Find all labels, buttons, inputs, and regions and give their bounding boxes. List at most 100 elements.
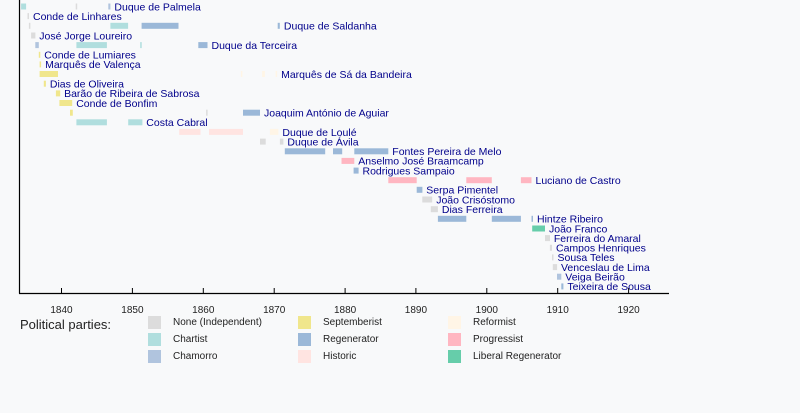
term-bar [277, 22, 280, 29]
term-bar [388, 177, 417, 184]
term-bar [21, 3, 27, 10]
term-bar [39, 71, 58, 77]
prime-minister-label: Dias Ferreira [442, 204, 503, 216]
legend-title: Political parties: [20, 317, 112, 332]
term-bar [206, 109, 208, 116]
prime-minister-label: Conde de Bonfim [76, 98, 157, 110]
prime-minister-label: Duque de Saldanha [284, 21, 377, 33]
legend-item: None (Independent) [148, 315, 262, 329]
prime-minister-label: Veiga Beirão [565, 272, 625, 284]
prime-minister-label: Luciano de Castro [536, 175, 621, 187]
legend-item: Septemberist [298, 315, 382, 329]
term-bar [275, 71, 278, 77]
term-bar [466, 177, 492, 184]
term-bar [43, 80, 46, 87]
prime-minister-label: Sousa Teles [558, 252, 615, 264]
prime-minister-label: Marquês de Valença [45, 59, 141, 71]
legend-item: Liberal Regenerator [448, 349, 561, 363]
prime-minister-label: Hintze Ribeiro [537, 214, 603, 226]
term-bar [38, 51, 41, 58]
term-bar [141, 22, 179, 29]
legend-label: Progressist [473, 333, 524, 345]
term-bar [70, 109, 73, 116]
legend-swatch [448, 349, 461, 363]
legend-swatch [148, 349, 161, 363]
legend-swatch [298, 315, 311, 329]
legend-swatch [448, 332, 461, 346]
term-bar [55, 90, 61, 97]
x-tick-label: 1900 [476, 305, 499, 316]
term-bar [437, 215, 467, 222]
term-bar [35, 42, 39, 49]
term-bar [333, 148, 343, 155]
term-bar [128, 119, 143, 126]
term-bar [76, 42, 107, 49]
legend-label: Chamorro [173, 350, 218, 362]
prime-minister-label: Anselmo José Braamcamp [358, 156, 484, 168]
term-bar [422, 196, 433, 203]
prime-minister-label: Duque de Loulé [282, 127, 356, 139]
prime-minister-label: Rodrigues Sampaio [363, 165, 455, 177]
term-bar [549, 244, 552, 251]
legend-item: Historic [298, 349, 356, 363]
prime-minister-label: Costa Cabral [146, 117, 207, 129]
prime-minister-label: Teixeira de Sousa [567, 281, 651, 293]
legend-label: Liberal Regenerator [473, 350, 562, 362]
legend-label: Historic [323, 350, 357, 362]
x-tick-label: 1890 [405, 305, 428, 316]
term-bar [108, 3, 111, 10]
prime-minister-label: Fontes Pereira de Melo [392, 146, 501, 158]
prime-minister-label: Conde de Lumiares [44, 50, 136, 62]
prime-minister-label: Dias de Oliveira [50, 79, 124, 91]
prime-minister-label: Joaquim António de Aguiar [264, 108, 389, 120]
term-bar [269, 128, 279, 135]
x-axis-ticks: 1840 1850 1860 1870 1880 1890 1900 1910 1920 [50, 288, 640, 316]
x-tick-label: 1880 [334, 305, 357, 316]
legend-swatch [148, 315, 161, 329]
term-bar [353, 167, 359, 174]
legend-item: Chartist [148, 332, 207, 346]
prime-minister-label: Duque de Ávila [287, 135, 358, 148]
legend-swatch [298, 332, 311, 346]
term-bar [198, 42, 208, 49]
term-bar [430, 206, 438, 213]
legend-swatch [448, 315, 461, 329]
term-bar [284, 148, 326, 155]
term-bar [545, 235, 550, 242]
prime-minister-label: Venceslau de Lima [561, 262, 650, 274]
prime-minister-label: Marquês de Sá da Bandeira [281, 69, 412, 81]
term-bars [21, 3, 564, 290]
term-bar [552, 254, 554, 261]
prime-minister-label: Ferreira do Amaral [554, 233, 641, 245]
x-tick-label: 1920 [617, 305, 640, 316]
prime-minister-label: Serpa Pimentel [426, 185, 498, 197]
legend-label: Chartist [173, 333, 208, 345]
term-bar [491, 215, 521, 222]
term-bar [240, 71, 243, 77]
term-bar [354, 148, 389, 155]
legend-item: Chamorro [148, 349, 217, 363]
term-bar [76, 119, 107, 126]
prime-minister-label: João Crisóstomo [436, 194, 515, 206]
prime-minister-label: João Franco [549, 223, 608, 235]
prime-minister-label: Barão de Ribeira de Sabrosa [64, 88, 200, 100]
term-bar [75, 3, 78, 10]
term-bar [520, 177, 532, 184]
legend-label: Reformist [473, 316, 516, 328]
legend-item: Regenerator [298, 332, 379, 346]
x-tick-label: 1870 [263, 305, 286, 316]
term-bar [59, 100, 73, 106]
prime-minister-label: Campos Henriques [556, 243, 646, 255]
term-bar [260, 138, 266, 145]
term-bar [341, 157, 355, 164]
term-bar [416, 186, 423, 193]
prime-minister-label: José Jorge Loureiro [39, 30, 132, 42]
prime-minister-label: Duque de Palmela [114, 1, 201, 13]
x-tick-label: 1840 [50, 305, 73, 316]
legend-label: None (Independent) [173, 316, 262, 328]
legend-item: Progressist [448, 332, 523, 346]
term-bar [39, 61, 42, 68]
term-bar [243, 109, 260, 116]
